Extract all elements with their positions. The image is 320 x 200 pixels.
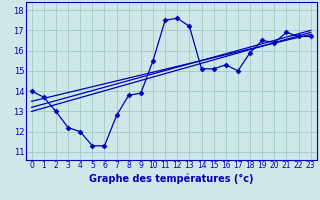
X-axis label: Graphe des températures (°c): Graphe des températures (°c) [89,173,253,184]
